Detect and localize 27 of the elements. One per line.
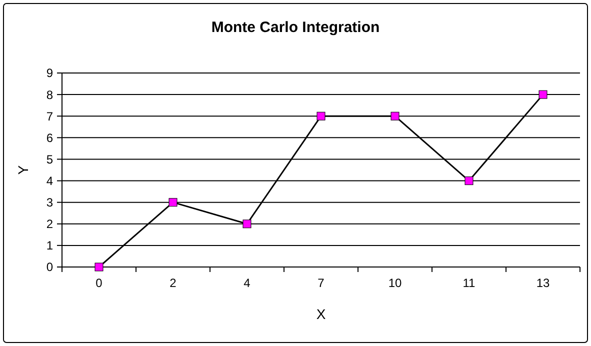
point [242,220,252,228]
x-tick-label: 4 [244,276,251,290]
x-tick-label: 2 [170,276,177,290]
chart-title: Monte Carlo Integration [211,19,380,36]
y-tick-label: 6 [46,130,54,145]
y-axis-title: Y [15,164,31,175]
y-tick-label: 2 [46,217,54,232]
point [316,112,326,120]
point [538,90,548,99]
point [94,262,104,272]
y-tick-label: 7 [46,109,54,124]
y-tick-label: 4 [46,174,54,188]
y-tick-label: 0 [46,260,54,274]
y-tick-label: 1 [46,238,54,253]
x-tick-label: 0 [96,276,103,290]
y-tick-label: 3 [46,196,54,210]
y-tick-label: 5 [46,152,54,166]
x-tick-label: 10 [388,276,402,290]
point [464,176,474,186]
x-tick-label: 13 [536,276,550,290]
x-tick-label: 11 [462,276,476,290]
x-axis-title: X [316,306,326,322]
y-tick-label: 9 [46,66,54,80]
x-tick-label: 7 [318,276,325,290]
point [168,198,178,207]
point [390,112,400,120]
y-tick-label: 8 [46,88,54,102]
